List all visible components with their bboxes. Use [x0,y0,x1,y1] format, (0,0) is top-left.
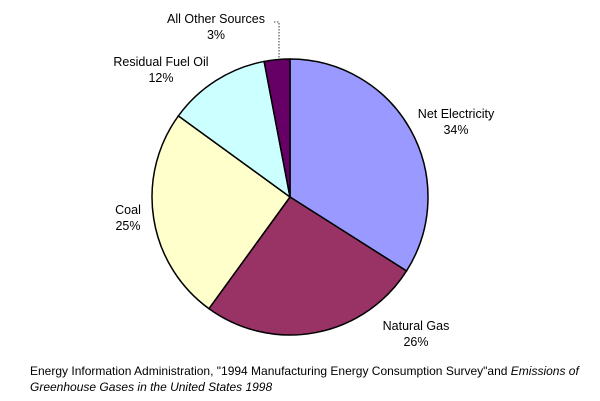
source-title: Emissions of Greenhouse Gases in the Uni… [30,364,579,394]
slice-label-percent: 3% [207,28,225,42]
slice-label-percent: 25% [115,219,140,233]
pie-slice-natural-gas [207,195,408,336]
slice-label-name: All Other Sources [167,12,265,26]
slice-label-percent: 34% [443,123,468,137]
slice-label-name: Natural Gas [383,319,450,333]
slice-label-percent: 12% [148,71,173,85]
slice-label-name: Coal [115,203,141,217]
leader-lines [274,21,280,58]
source-note: Energy Information Administration, "1994… [30,363,590,395]
slice-label-name: Residual Fuel Oil [113,55,208,69]
source-prefix: Energy Information Administration, "1994… [30,364,511,378]
leader-line-all-other-sources [274,21,280,58]
pie-slice-residual-fuel-oil [177,60,292,199]
pie-slice-net-electricity [289,58,429,272]
pie-slice-all-other-sources [263,58,291,198]
slice-label-percent: 26% [403,335,428,349]
pie-slices [151,58,429,336]
pie-slice-coal [151,114,292,310]
slice-labels: Net Electricity 34% Natural Gas 26% Coal 25% R… [113,12,495,349]
slice-label-name: Net Electricity [418,107,495,121]
